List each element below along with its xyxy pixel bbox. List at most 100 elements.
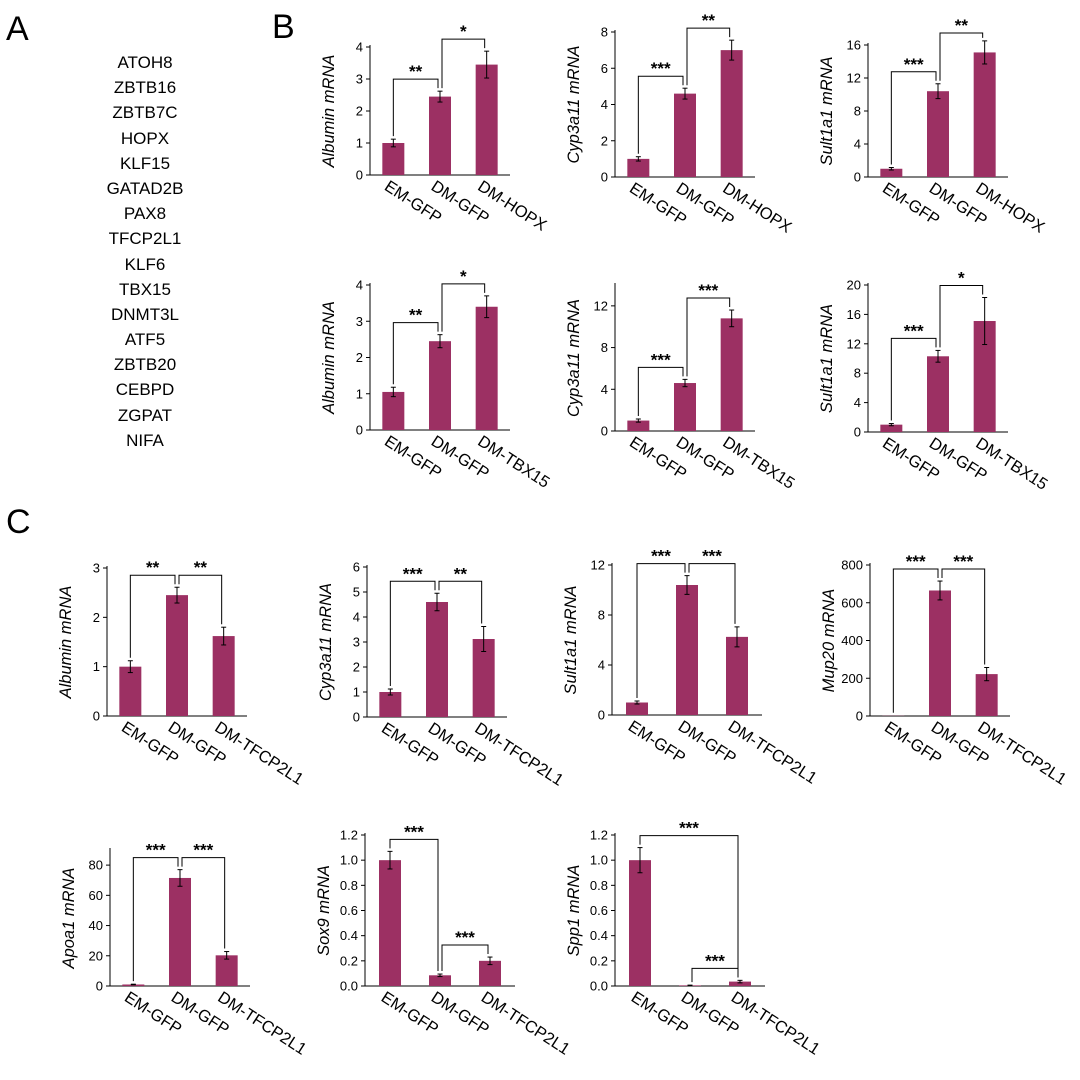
y-axis-title: Cyp3a11 mRNA bbox=[565, 46, 583, 164]
bar bbox=[975, 674, 998, 716]
y-tick-label: 0.6 bbox=[340, 903, 358, 918]
significance-label: ** bbox=[409, 62, 423, 81]
y-axis-title: Sult1a1 mRNA bbox=[818, 56, 836, 165]
y-tick-label: 0 bbox=[854, 425, 861, 440]
bar bbox=[880, 168, 903, 177]
y-tick-label: 1.0 bbox=[590, 853, 608, 868]
y-tick-label: 2 bbox=[601, 133, 608, 148]
significance-label: ** bbox=[702, 11, 716, 30]
significance-bracket bbox=[636, 563, 686, 698]
gene-list-item: ZGPAT bbox=[117, 405, 173, 425]
y-tick-label: 2 bbox=[356, 104, 363, 119]
significance-bracket bbox=[129, 574, 176, 658]
y-tick-label: 1 bbox=[93, 659, 100, 674]
category-label: DM-HOPX bbox=[972, 179, 1047, 237]
significance-label: ** bbox=[955, 16, 969, 35]
y-tick-label: 5 bbox=[353, 585, 360, 600]
bar bbox=[379, 860, 401, 986]
y-tick-label: 16 bbox=[847, 307, 861, 322]
y-axis-title: Albumin mRNA bbox=[320, 301, 338, 415]
significance-bracket bbox=[686, 297, 731, 377]
bar bbox=[674, 93, 696, 177]
gene-list-item: PAX8 bbox=[123, 204, 167, 224]
y-tick-label: 3 bbox=[93, 561, 100, 576]
significance-label: *** bbox=[455, 928, 475, 947]
y-tick-label: 4 bbox=[854, 395, 861, 410]
y-tick-label: 4 bbox=[854, 137, 861, 152]
significance-label: *** bbox=[403, 564, 423, 583]
panel-label-b: B bbox=[272, 8, 295, 46]
gene-list-item: ATF5 bbox=[124, 330, 166, 350]
y-tick-label: 60 bbox=[89, 888, 103, 903]
category-label: DM-HOPX bbox=[719, 179, 794, 237]
y-tick-label: 8 bbox=[598, 608, 605, 623]
y-tick-label: 4 bbox=[356, 278, 363, 293]
bar bbox=[166, 595, 188, 716]
y-tick-label: 200 bbox=[841, 671, 863, 686]
significance-bracket bbox=[688, 563, 736, 624]
significance-label: *** bbox=[953, 552, 973, 571]
significance-label: * bbox=[460, 267, 467, 286]
y-tick-label: 0.4 bbox=[590, 928, 608, 943]
bar bbox=[479, 960, 501, 986]
y-tick-label: 0.0 bbox=[590, 979, 608, 994]
bar bbox=[929, 590, 951, 716]
y-tick-label: 400 bbox=[841, 633, 863, 648]
significance-label: ** bbox=[194, 558, 208, 577]
significance-bracket bbox=[686, 27, 731, 86]
y-tick-label: 0 bbox=[854, 170, 861, 185]
bar bbox=[927, 91, 949, 177]
significance-bracket bbox=[389, 580, 436, 686]
gene-list: ATOH8 ZBTB16 ZBTB7C HOPX KLF15 GATAD2B PAX8 TFC… bbox=[70, 50, 220, 453]
y-tick-label: 0.8 bbox=[590, 878, 608, 893]
significance-label: * bbox=[958, 268, 965, 287]
y-tick-label: 6 bbox=[601, 61, 608, 76]
y-axis-title: Sult1a1 mRNA bbox=[562, 585, 580, 694]
gene-list-item: ZBTB20 bbox=[113, 355, 177, 375]
significance-label: *** bbox=[146, 841, 166, 860]
y-tick-label: 1 bbox=[356, 136, 363, 151]
y-tick-label: 4 bbox=[356, 40, 363, 55]
y-tick-label: 2 bbox=[353, 660, 360, 675]
significance-bracket bbox=[441, 283, 486, 332]
y-tick-label: 800 bbox=[841, 558, 863, 573]
y-tick-label: 16 bbox=[847, 38, 861, 53]
significance-bracket bbox=[691, 967, 739, 983]
gene-list-item: NIFA bbox=[126, 430, 164, 450]
y-tick-label: 0 bbox=[93, 709, 100, 724]
gene-list-item: HOPX bbox=[120, 128, 170, 148]
y-tick-label: 0 bbox=[356, 168, 363, 183]
y-tick-label: 40 bbox=[89, 918, 103, 933]
y-tick-label: 600 bbox=[841, 595, 863, 610]
y-tick-label: 0 bbox=[598, 708, 605, 723]
y-axis-title: Albumin mRNA bbox=[57, 586, 75, 700]
bar bbox=[429, 96, 451, 175]
bar bbox=[475, 64, 498, 175]
significance-label: *** bbox=[193, 841, 213, 860]
significance-bracket bbox=[392, 78, 439, 137]
y-axis-title: Sox9 mRNA bbox=[315, 865, 333, 956]
gene-list-item: ZBTB7C bbox=[112, 103, 178, 123]
y-tick-label: 0.6 bbox=[590, 903, 608, 918]
y-tick-label: 12 bbox=[847, 71, 861, 86]
bar bbox=[629, 860, 651, 986]
y-tick-label: 4 bbox=[598, 658, 605, 673]
bar bbox=[720, 318, 743, 431]
panel-label-c: C bbox=[6, 503, 31, 541]
y-tick-label: 8 bbox=[854, 366, 861, 381]
significance-bracket bbox=[637, 75, 684, 154]
y-tick-label: 0 bbox=[96, 979, 103, 994]
bar bbox=[627, 420, 650, 431]
significance-label: *** bbox=[651, 59, 671, 78]
category-label: DM-TBX15 bbox=[972, 434, 1050, 494]
significance-label: *** bbox=[651, 350, 671, 369]
y-axis-title: Mup20 mRNA bbox=[820, 589, 838, 693]
y-tick-label: 3 bbox=[353, 635, 360, 650]
